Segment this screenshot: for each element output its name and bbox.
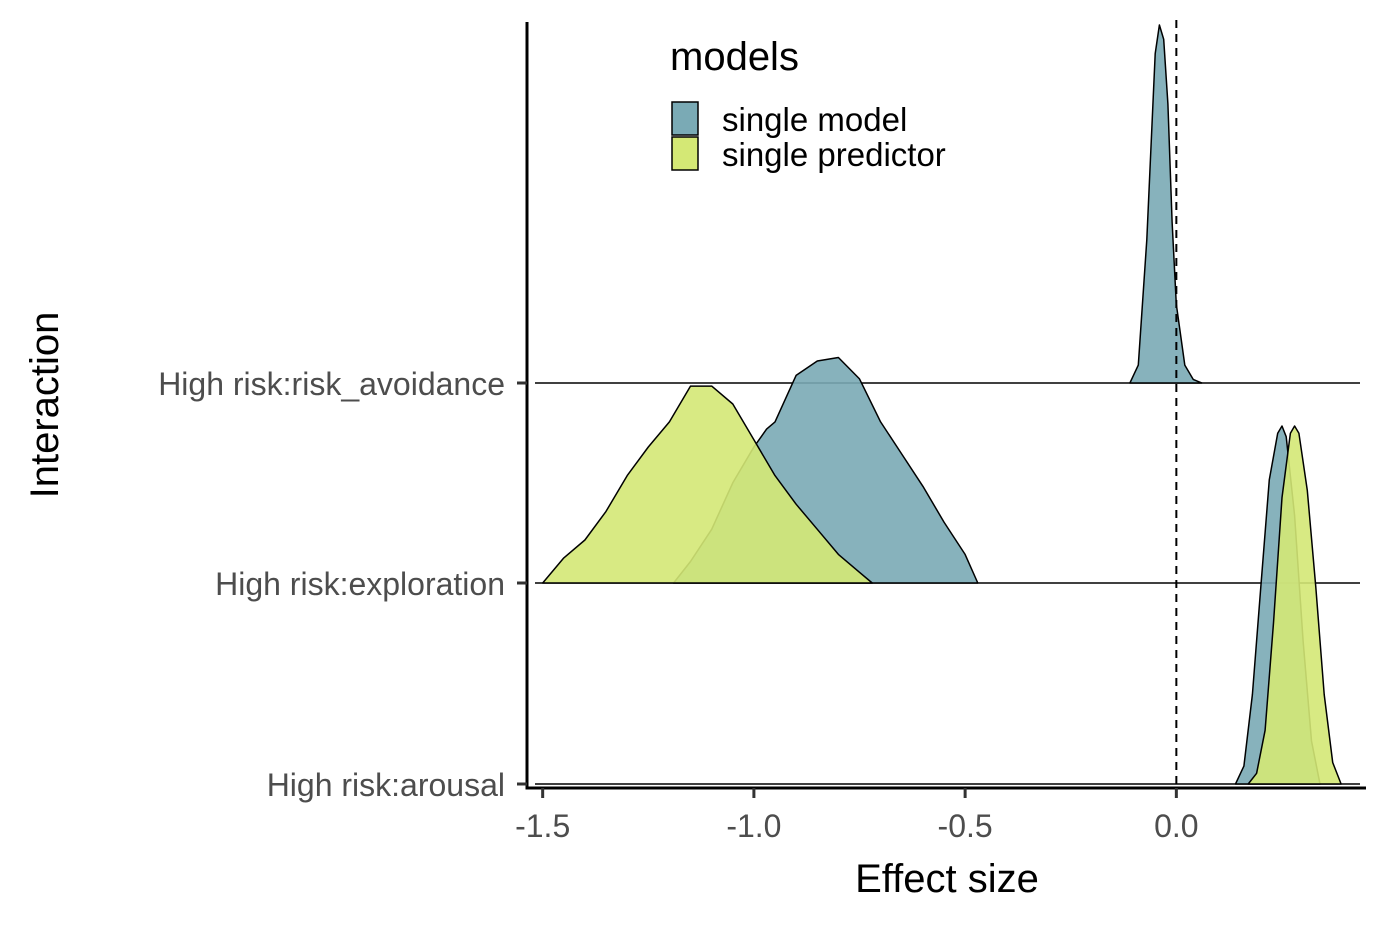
x-tick-label: -1.5 [515, 808, 570, 844]
legend-label-single-model: single model [722, 101, 907, 138]
x-tick-label: 0.0 [1154, 808, 1198, 844]
y-axis-title: Interaction [23, 312, 67, 499]
density-single-predictor-high-risk-exploration [541, 385, 873, 584]
density-ridges [535, 24, 1360, 785]
legend-title: models [670, 35, 799, 79]
x-axis-ticks: -1.5 -1.0 -0.5 0.0 [515, 788, 1199, 844]
y-tick-label: High risk:exploration [215, 566, 505, 602]
x-tick-label: -0.5 [938, 808, 993, 844]
legend-key-single-predictor [671, 136, 699, 171]
legend-label-single-predictor: single predictor [722, 136, 946, 173]
y-tick-label: High risk:arousal [267, 767, 505, 803]
x-axis-title: Effect size [855, 857, 1039, 901]
x-tick-label: -1.0 [726, 808, 781, 844]
legend: models single model single predictor [670, 35, 946, 173]
y-tick-label: High risk:risk_avoidance [158, 366, 505, 402]
y-axis-ticks: High risk:arousal High risk:exploration Hi… [158, 366, 527, 803]
density-single-predictor-high-risk-arousal [1247, 425, 1342, 785]
density-single-model-high-risk-risk-avoidance [1129, 24, 1203, 384]
legend-key-single-model [671, 101, 699, 136]
